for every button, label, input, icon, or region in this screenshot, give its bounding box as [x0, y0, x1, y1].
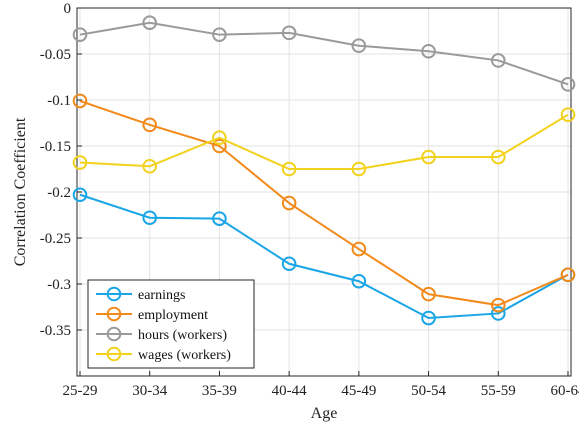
data-point-hours — [351, 38, 367, 54]
legend-swatch-marker — [106, 326, 122, 342]
x-axis-ticks: 25-29 30-34 35-39 40-44 45-49 50-54 55-59 60-64 — [63, 371, 579, 399]
data-point-wages — [351, 161, 367, 177]
data-point-earnings — [142, 210, 158, 226]
data-point-hours — [421, 43, 436, 59]
legend-label: wages (workers) — [138, 348, 231, 363]
data-point-wages — [72, 155, 88, 170]
series-group — [72, 15, 576, 326]
y-tick-label: 0 — [64, 1, 72, 17]
y-axis-ticks: 0 -0.05 -0.1 -0.15 -0.2 -0.25 -0.3 -0.35 — [40, 1, 82, 339]
x-tick-label: 45-49 — [341, 383, 376, 399]
y-tick-label: -0.15 — [40, 139, 71, 155]
y-tick-label: -0.25 — [40, 231, 71, 247]
data-point-employment — [142, 117, 158, 133]
grid — [77, 7, 571, 376]
series-line-hours — [79, 21, 569, 86]
y-tick-label: -0.3 — [47, 277, 71, 293]
data-point-hours — [490, 53, 506, 68]
data-point-employment — [490, 297, 506, 313]
data-point-hours — [560, 77, 576, 92]
series-employment — [72, 93, 576, 313]
data-point-employment — [421, 286, 436, 302]
legend-label: earnings — [138, 288, 185, 303]
data-point-hours — [142, 15, 158, 31]
x-axis-title: Age — [311, 405, 338, 422]
data-point-hours — [72, 27, 88, 42]
data-point-earnings — [351, 273, 367, 289]
data-point-employment — [560, 267, 576, 283]
data-point-hours — [212, 27, 227, 42]
data-point-hours — [281, 25, 297, 41]
data-point-wages — [560, 107, 576, 123]
series-wages — [72, 107, 576, 177]
series-line-employment — [79, 99, 569, 307]
data-point-earnings — [72, 187, 88, 203]
series-hours — [72, 15, 576, 92]
x-tick-label: 40-44 — [272, 383, 307, 399]
series-line-earnings — [79, 193, 569, 320]
x-tick-label: 30-34 — [132, 383, 167, 399]
y-tick-label: -0.1 — [47, 93, 71, 109]
y-tick-label: -0.35 — [40, 323, 71, 339]
series-line-wages — [79, 113, 569, 170]
data-point-employment — [281, 195, 297, 211]
data-point-employment — [351, 241, 367, 257]
legend-swatch-marker — [106, 346, 122, 362]
legend-swatch-marker — [106, 306, 122, 322]
legend: earnings employment hours (workers) wages (… — [87, 279, 255, 369]
y-axis-title: Correlation Coefficient — [12, 117, 29, 266]
data-point-earnings — [421, 310, 436, 326]
data-point-wages — [142, 158, 158, 174]
x-tick-label: 50-54 — [411, 383, 446, 399]
legend-item-employment: employment — [96, 306, 208, 323]
data-point-wages — [281, 161, 297, 177]
data-point-earnings — [281, 256, 297, 272]
x-tick-label: 35-39 — [202, 383, 237, 399]
data-point-earnings — [212, 211, 227, 226]
legend-item-earnings: earnings — [96, 286, 185, 303]
legend-label: employment — [138, 308, 208, 323]
data-point-wages — [490, 149, 506, 165]
x-tick-label: 60-64 — [551, 383, 579, 399]
data-point-wages — [421, 149, 436, 165]
data-point-employment — [72, 93, 88, 109]
data-point-earnings — [490, 306, 506, 321]
y-tick-label: -0.05 — [40, 47, 71, 63]
legend-item-wages: wages (workers) — [96, 346, 231, 363]
y-tick-label: -0.2 — [47, 185, 71, 201]
legend-item-hours: hours (workers) — [96, 326, 227, 343]
x-tick-label: 25-29 — [63, 383, 98, 399]
data-point-wages — [212, 130, 227, 146]
legend-label: hours (workers) — [138, 328, 227, 343]
data-point-employment — [212, 138, 227, 154]
legend-swatch-marker — [106, 286, 122, 302]
x-tick-label: 55-59 — [481, 383, 516, 399]
